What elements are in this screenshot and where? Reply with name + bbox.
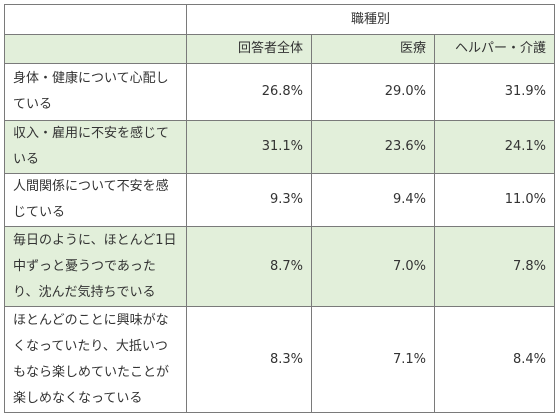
column-header-corner xyxy=(4,34,187,64)
cell-medical: 9.4% xyxy=(311,173,435,227)
row-label: 毎日のように、ほとんど1日中ずっと憂うつであったり、沈んだ気持ちでいる xyxy=(4,226,187,307)
column-header-all-respondents: 回答者全体 xyxy=(186,34,312,64)
row-label: 身体・健康について心配している xyxy=(4,63,187,121)
row-label: 人間関係について不安を感じている xyxy=(4,173,187,227)
cell-helper-care: 8.4% xyxy=(434,306,555,413)
cell-all-respondents: 26.8% xyxy=(186,63,312,121)
cell-helper-care: 11.0% xyxy=(434,173,555,227)
table-row: 毎日のように、ほとんど1日中ずっと憂うつであったり、沈んだ気持ちでいる 8.7%… xyxy=(4,226,555,307)
cell-medical: 23.6% xyxy=(311,120,435,174)
group-header-row: 職種別 xyxy=(4,4,555,35)
cell-all-respondents: 8.3% xyxy=(186,306,312,413)
cell-all-respondents: 9.3% xyxy=(186,173,312,227)
table-row: ほとんどのことに興味がなくなっていたり、大抵いつもなら楽しめていたことが楽しめな… xyxy=(4,306,555,413)
survey-table: 職種別 回答者全体 医療 ヘルパー・介護 身体・健康について心配している 26.… xyxy=(4,4,555,413)
cell-helper-care: 31.9% xyxy=(434,63,555,121)
column-header-helper-care: ヘルパー・介護 xyxy=(434,34,555,64)
cell-medical: 29.0% xyxy=(311,63,435,121)
table-row: 人間関係について不安を感じている 9.3% 9.4% 11.0% xyxy=(4,173,555,227)
corner-cell xyxy=(4,4,187,35)
group-header-cell: 職種別 xyxy=(186,4,555,35)
cell-helper-care: 24.1% xyxy=(434,120,555,174)
cell-all-respondents: 31.1% xyxy=(186,120,312,174)
cell-medical: 7.0% xyxy=(311,226,435,307)
cell-helper-care: 7.8% xyxy=(434,226,555,307)
row-label: 収入・雇用に不安を感じている xyxy=(4,120,187,174)
row-label: ほとんどのことに興味がなくなっていたり、大抵いつもなら楽しめていたことが楽しめな… xyxy=(4,306,187,413)
column-header-medical: 医療 xyxy=(311,34,435,64)
cell-all-respondents: 8.7% xyxy=(186,226,312,307)
table-row: 収入・雇用に不安を感じている 31.1% 23.6% 24.1% xyxy=(4,120,555,174)
column-header-row: 回答者全体 医療 ヘルパー・介護 xyxy=(4,34,555,64)
cell-medical: 7.1% xyxy=(311,306,435,413)
table-row: 身体・健康について心配している 26.8% 29.0% 31.9% xyxy=(4,63,555,121)
